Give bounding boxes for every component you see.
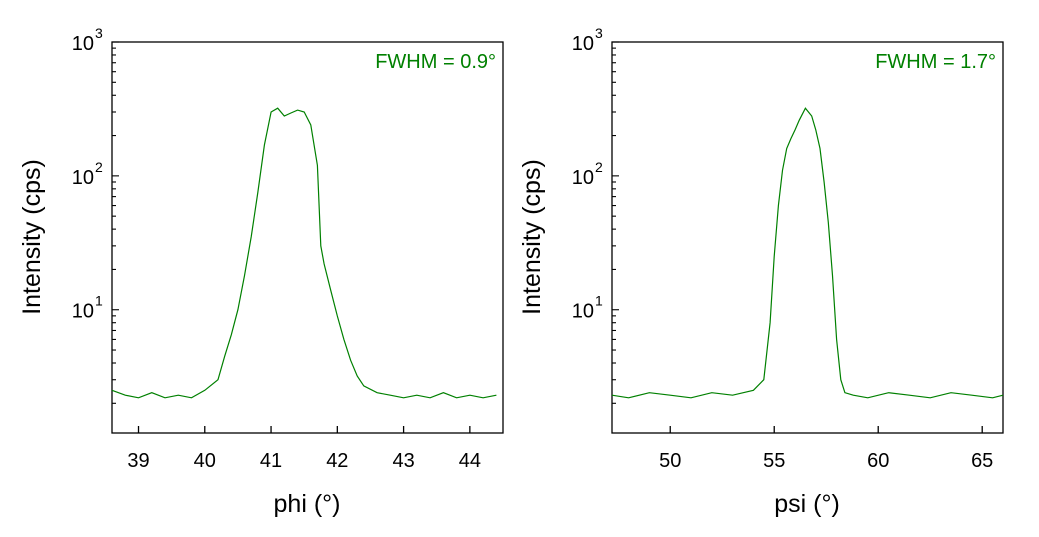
phi-y-tick-exponent: 1 bbox=[95, 293, 103, 309]
phi-y-tick-exponent: 3 bbox=[95, 25, 103, 41]
psi-y-tick-exponent: 1 bbox=[595, 293, 603, 309]
phi-y-axis-label: Intensity (cps) bbox=[18, 159, 46, 315]
psi-x-axis-label: psi (°) bbox=[774, 490, 840, 518]
psi-x-tick-label: 55 bbox=[763, 450, 785, 472]
phi-x-tick-label: 39 bbox=[127, 450, 149, 472]
psi-y-tick-exponent: 3 bbox=[595, 25, 603, 41]
phi-x-axis: 39 40 41 42 43 44 bbox=[127, 426, 481, 472]
psi-plot-frame bbox=[611, 41, 1004, 434]
phi-x-tick-label: 42 bbox=[326, 450, 348, 472]
psi-x-tick-label: 65 bbox=[971, 450, 993, 472]
phi-y-tick-exponent: 2 bbox=[95, 159, 103, 175]
phi-y-tick-label: 10 bbox=[72, 301, 94, 323]
phi-x-tick-label: 43 bbox=[392, 450, 414, 472]
phi-x-axis-label: phi (°) bbox=[274, 490, 341, 518]
psi-y-tick-label: 10 bbox=[572, 301, 594, 323]
psi-data-line bbox=[611, 107, 1004, 399]
psi-y-axis-label: Intensity (cps) bbox=[518, 159, 546, 315]
phi-x-tick-label: 40 bbox=[194, 450, 216, 472]
phi-fwhm-annotation: FWHM = 0.9° bbox=[375, 51, 496, 73]
psi-fwhm-annotation: FWHM = 1.7° bbox=[875, 51, 996, 73]
psi-y-tick-exponent: 2 bbox=[595, 159, 603, 175]
psi-y-tick-label: 10 bbox=[572, 167, 594, 189]
phi-y-tick-label: 10 bbox=[72, 33, 94, 55]
phi-y-tick-label: 10 bbox=[72, 167, 94, 189]
psi-y-tick-label: 10 bbox=[572, 33, 594, 55]
psi-x-axis: 50 55 60 65 bbox=[659, 426, 993, 472]
phi-x-tick-label: 44 bbox=[459, 450, 481, 472]
phi-x-tick-label: 41 bbox=[260, 450, 282, 472]
psi-x-tick-label: 50 bbox=[659, 450, 681, 472]
phi-plot-frame bbox=[111, 41, 504, 434]
psi-x-tick-label: 60 bbox=[867, 450, 889, 472]
phi-data-line bbox=[111, 107, 497, 399]
